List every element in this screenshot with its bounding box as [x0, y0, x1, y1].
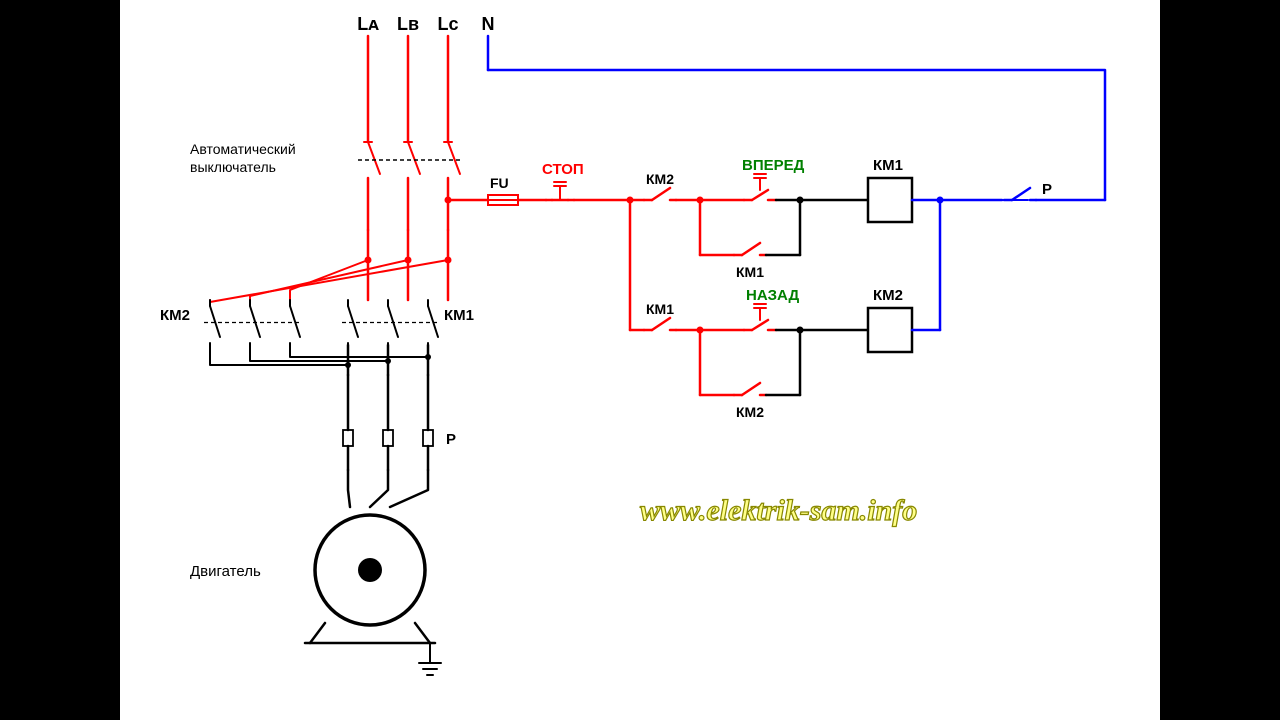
schematic-svg: Lᴀ Lв Lс N Автоматический выключатель КМ2 КМ1 Р Д…	[120, 0, 1160, 720]
svg-text:КМ2: КМ2	[873, 287, 903, 304]
diagram-canvas: Lᴀ Lв Lс N Автоматический выключатель КМ2 КМ1 Р Д…	[120, 0, 1160, 720]
svg-text:Р: Р	[446, 431, 456, 448]
svg-text:Lс: Lс	[437, 14, 458, 34]
svg-text:N: N	[482, 14, 495, 34]
svg-text:ВПЕРЕД: ВПЕРЕД	[742, 157, 805, 174]
svg-text:КМ2: КМ2	[646, 171, 674, 187]
svg-text:FU: FU	[490, 175, 509, 191]
svg-text:выключатель: выключатель	[190, 159, 276, 175]
svg-text:КМ2: КМ2	[736, 404, 764, 420]
svg-text:КМ2: КМ2	[160, 307, 190, 324]
svg-text:Автоматический: Автоматический	[190, 141, 296, 157]
svg-text:КМ1: КМ1	[873, 157, 903, 174]
svg-text:Р: Р	[1042, 181, 1052, 198]
svg-text:Lв: Lв	[397, 14, 419, 34]
svg-text:КМ1: КМ1	[646, 301, 674, 317]
svg-text:Lᴀ: Lᴀ	[357, 14, 379, 34]
svg-text:КМ1: КМ1	[444, 307, 474, 324]
svg-text:НАЗАД: НАЗАД	[746, 287, 799, 304]
svg-text:Двигатель: Двигатель	[190, 563, 261, 580]
svg-text:СТОП: СТОП	[542, 161, 584, 178]
svg-text:www.elektrik-sam.info: www.elektrik-sam.info	[640, 494, 917, 527]
svg-text:КМ1: КМ1	[736, 264, 764, 280]
